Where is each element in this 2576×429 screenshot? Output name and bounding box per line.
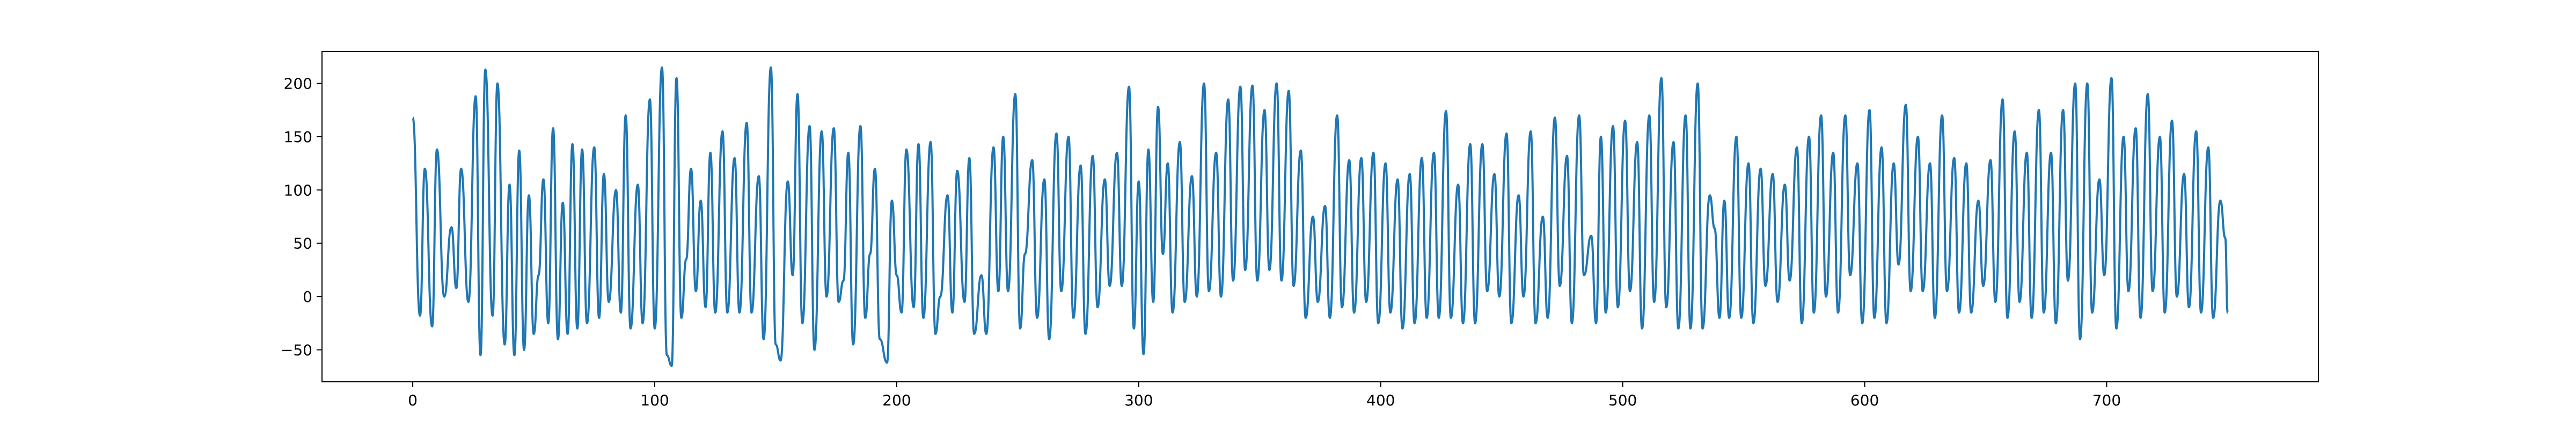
x-tick-label: 500	[1608, 391, 1637, 409]
y-tick-label: 0	[303, 288, 312, 306]
x-tick-label: 300	[1124, 391, 1153, 409]
x-tick-label: 600	[1850, 391, 1879, 409]
y-tick-label: 200	[284, 75, 312, 93]
x-tick-label: 400	[1366, 391, 1395, 409]
x-tick-label: 0	[408, 391, 418, 409]
series-line	[412, 66, 2229, 367]
x-tick-label: 200	[882, 391, 911, 409]
x-tick-label: 100	[640, 391, 669, 409]
y-tick-label: 100	[284, 181, 312, 199]
y-tick-label: 50	[293, 235, 312, 253]
x-axis: 0 100 200 300 400 500 600 700	[408, 382, 2121, 409]
y-tick-label: 150	[284, 128, 312, 146]
plot-frame	[321, 51, 2319, 382]
y-axis: −50 0 50 100 150 200	[281, 75, 322, 359]
x-tick-label: 700	[2092, 391, 2121, 409]
plot-area	[322, 51, 2318, 382]
y-tick-label: −50	[281, 341, 312, 359]
